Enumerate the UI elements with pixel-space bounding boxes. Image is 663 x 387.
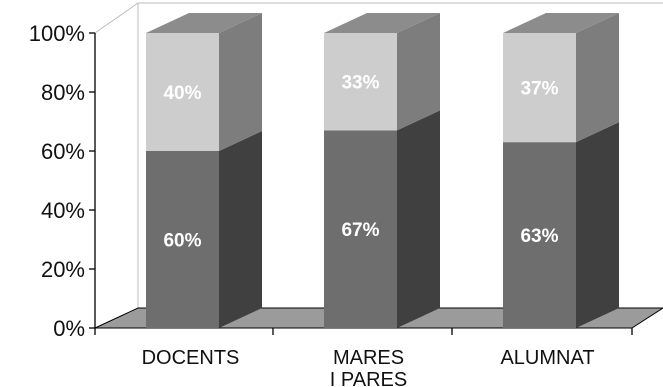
bar-side-face (219, 13, 262, 151)
bar-front-face (146, 151, 219, 328)
y-tick-label: 100% (29, 21, 85, 46)
data-label: 60% (163, 231, 201, 252)
bar-top-face (324, 13, 440, 33)
bar-segment (324, 110, 440, 328)
bar-segment (503, 13, 619, 143)
y-tick-label: 0% (53, 316, 85, 341)
data-labels: 60% 40% 67% 33% 63% 37% (163, 73, 558, 252)
bar-side-face (576, 122, 619, 329)
data-label: 67% (341, 220, 379, 241)
y-tick-label: 80% (41, 80, 85, 105)
bar-segment (146, 13, 262, 151)
x-category-label: MARES I PARES (330, 347, 407, 387)
bar-side-face (397, 13, 440, 131)
bar-segment (146, 131, 262, 328)
bar-top-face (146, 13, 262, 33)
x-category-label: DOCENTS (142, 347, 240, 369)
bar-front-face (324, 130, 397, 328)
y-tick-label: 20% (41, 257, 85, 282)
bar-front-face (503, 142, 576, 328)
data-label: 63% (520, 226, 558, 247)
bar-side-face (219, 131, 262, 328)
data-label: 37% (520, 79, 558, 100)
bar-front-face (324, 33, 397, 131)
x-axis: DOCENTS MARES I PARES ALUMNAT (94, 328, 633, 387)
bar-side-face (397, 110, 440, 328)
chart-walls (94, 2, 663, 308)
data-label: 33% (341, 73, 379, 94)
x-category-label: ALUMNAT (500, 347, 594, 369)
bar-front-face (146, 33, 219, 151)
bar-side-face (576, 13, 619, 143)
bars (146, 13, 619, 329)
bar-segment (503, 122, 619, 329)
y-axis: 0% 20% 40% 60% 80% 100% (29, 21, 96, 341)
bar-top-face (503, 13, 619, 33)
data-label: 40% (163, 83, 201, 104)
bar-segment (324, 13, 440, 131)
bar-front-face (503, 33, 576, 143)
y-tick-label: 40% (41, 198, 85, 223)
y-tick-label: 60% (41, 139, 85, 164)
